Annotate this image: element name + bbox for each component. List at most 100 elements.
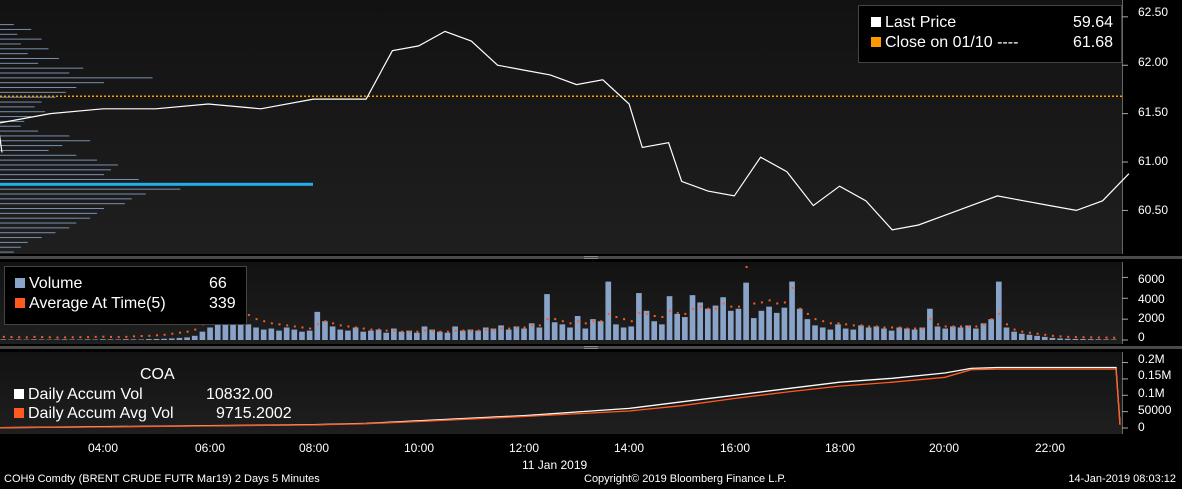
avg-at-time-point [875,325,878,328]
volume-bar [306,330,313,340]
x-tick: 10:00 [403,441,435,455]
avg-at-time-point [1097,336,1100,339]
avg-value: 339 [209,295,236,312]
resize-grip[interactable] [584,256,598,259]
resize-grip[interactable] [584,346,598,349]
y-tick: 2000 [1138,311,1165,325]
volume-bar [329,326,336,340]
volume-bar [567,327,573,340]
avg-at-time-point [485,328,488,331]
last-price-value: 59.64 [1072,14,1113,31]
volume-bar [337,329,344,340]
volume-profile-bar [0,43,21,45]
volume-bar [513,326,520,340]
y-tick: 4000 [1138,292,1165,306]
avg-at-time-point [607,312,610,315]
avg-at-time-point [332,322,335,325]
volume-bar [636,293,642,340]
avg-at-time-point [692,307,695,310]
volume-bar [84,339,91,340]
avg-at-time-point [852,324,855,327]
avg-at-time-point [569,322,572,325]
volume-bar [827,329,834,340]
volume-bar [1110,339,1117,340]
volume-profile-bar [0,203,125,205]
avg-at-time-point [745,266,748,268]
panel-divider[interactable] [0,346,1182,349]
avg-at-time-point [1105,336,1108,339]
avg-at-time-point [845,323,848,326]
avg-at-time-point [439,330,442,333]
volume-profile-bar [0,140,91,142]
avg-at-time-point [699,305,702,308]
x-tick: 08:00 [298,441,330,455]
legend-last-price: Last Price [871,14,956,32]
avg-at-time-point [2,335,5,338]
avg-at-time-point [898,326,901,329]
volume-bar [1003,327,1010,340]
avg-at-time-point [117,336,120,339]
volume-bar [1026,334,1033,340]
volume-bar [1080,339,1086,340]
volume-bar [1011,331,1017,340]
avg-at-time-point [783,301,786,304]
volume-bar [873,326,880,340]
volume-bar [712,305,719,340]
volume-bar [207,327,213,340]
avg-at-time-point [393,329,396,332]
avg-at-time-point [998,312,1001,315]
volume-bar [804,319,811,340]
avg-at-time-point [722,302,725,305]
volume-bar [628,326,635,340]
avg-at-time-point [56,336,59,339]
avg-at-time-point [737,305,740,308]
avg-at-time-point [186,330,189,333]
avg-at-time-point [79,336,82,339]
volume-bar [161,338,167,340]
x-tick: 22:00 [1034,441,1066,455]
price-legend[interactable]: Last Price 59.64 Close on 01/10 ---- 61.… [858,5,1122,63]
volume-profile-bar [0,149,49,151]
daily-accum-label: Daily Accum Vol [28,386,143,403]
volume-profile-bar [0,116,32,118]
avg-at-time-point [661,316,664,319]
volume-bar [1064,338,1071,340]
volume-bar [988,319,994,340]
avg-at-time-point [454,329,457,332]
avg-at-time-point [500,327,503,330]
volume-bar [659,324,665,340]
avg-at-time-point [324,320,327,323]
avg-at-time-point [1036,332,1039,335]
volume-bar [620,327,627,340]
daily-accum-value: 10832.00 [206,386,273,403]
avg-at-time-point [546,318,549,321]
volume-bar [995,281,1002,340]
volume-bar [973,328,979,340]
avg-at-time-point [263,320,266,323]
y-tick: 61.50 [1138,105,1169,119]
volume-bar [850,329,857,340]
avg-at-time-point [155,334,158,337]
avg-at-time-point [891,326,894,329]
volume-bar [391,328,397,340]
volume-legend[interactable]: Volume 66 Average At Time(5) 339 [4,266,247,325]
volume-bar [100,339,106,340]
volume-bar [191,335,198,340]
volume-profile-bar [0,57,59,59]
volume-bar [38,339,45,340]
volume-bar [299,331,305,340]
volume-bar [168,338,175,340]
volume-bar [758,310,765,340]
avg-at-time-point [1059,335,1062,338]
avg-at-time-point [975,325,978,328]
avg-at-time-point [523,326,526,329]
avg-at-time-point [1013,328,1016,331]
avg-at-time-point [423,329,426,332]
panel-divider[interactable] [0,256,1182,259]
volume-profile-bar [0,96,56,98]
volume-profile-bar [0,217,91,219]
avg-at-time-point [41,336,44,339]
volume-profile-bar [0,237,42,239]
volume-bar [383,332,390,340]
volume-bar [666,296,673,340]
